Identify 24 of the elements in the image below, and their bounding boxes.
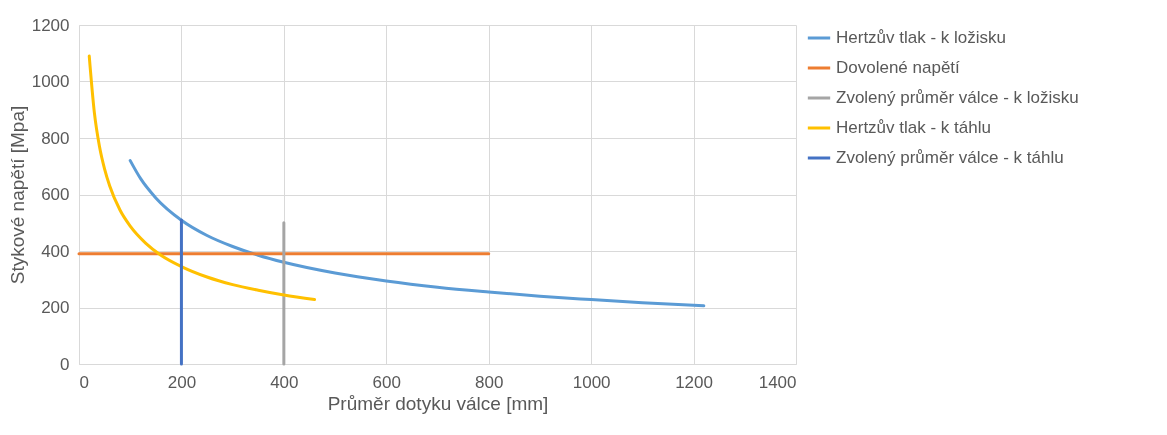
y-tick-label: 800 <box>41 128 70 148</box>
x-tick-label: 1200 <box>675 372 713 392</box>
x-tick-label: 600 <box>372 372 401 392</box>
x-tick-label: 1400 <box>758 372 797 392</box>
line-series <box>128 159 706 308</box>
x-tick-label: 0 <box>79 372 89 392</box>
x-tick-label: 400 <box>270 372 299 392</box>
y-tick-label: 600 <box>41 185 70 204</box>
line-series <box>87 54 317 302</box>
y-tick-label: 1000 <box>31 72 70 91</box>
legend-label: Hertzův tlak - k ložisku <box>836 28 1007 47</box>
y-tick-label: 1200 <box>31 15 70 35</box>
legend-label: Zvolený průměr válce - k ložisku <box>836 88 1079 107</box>
legend-label: Zvolený průměr válce - k táhlu <box>836 148 1064 167</box>
y-axis-title: Stykové napětí [Mpa] <box>6 105 28 285</box>
x-axis-title: Průměr dotyku válce [mm] <box>327 392 549 414</box>
y-tick-label: 200 <box>41 298 70 317</box>
x-tick-label: 1000 <box>572 372 611 392</box>
y-tick-label: 400 <box>41 241 70 261</box>
x-tick-label: 200 <box>167 372 197 392</box>
legend-label: Dovolené napětí <box>836 58 961 77</box>
x-tick-label: 800 <box>475 372 504 392</box>
y-tick-label: 0 <box>60 354 70 374</box>
legend-label: Hertzův tlak - k táhlu <box>836 118 991 137</box>
